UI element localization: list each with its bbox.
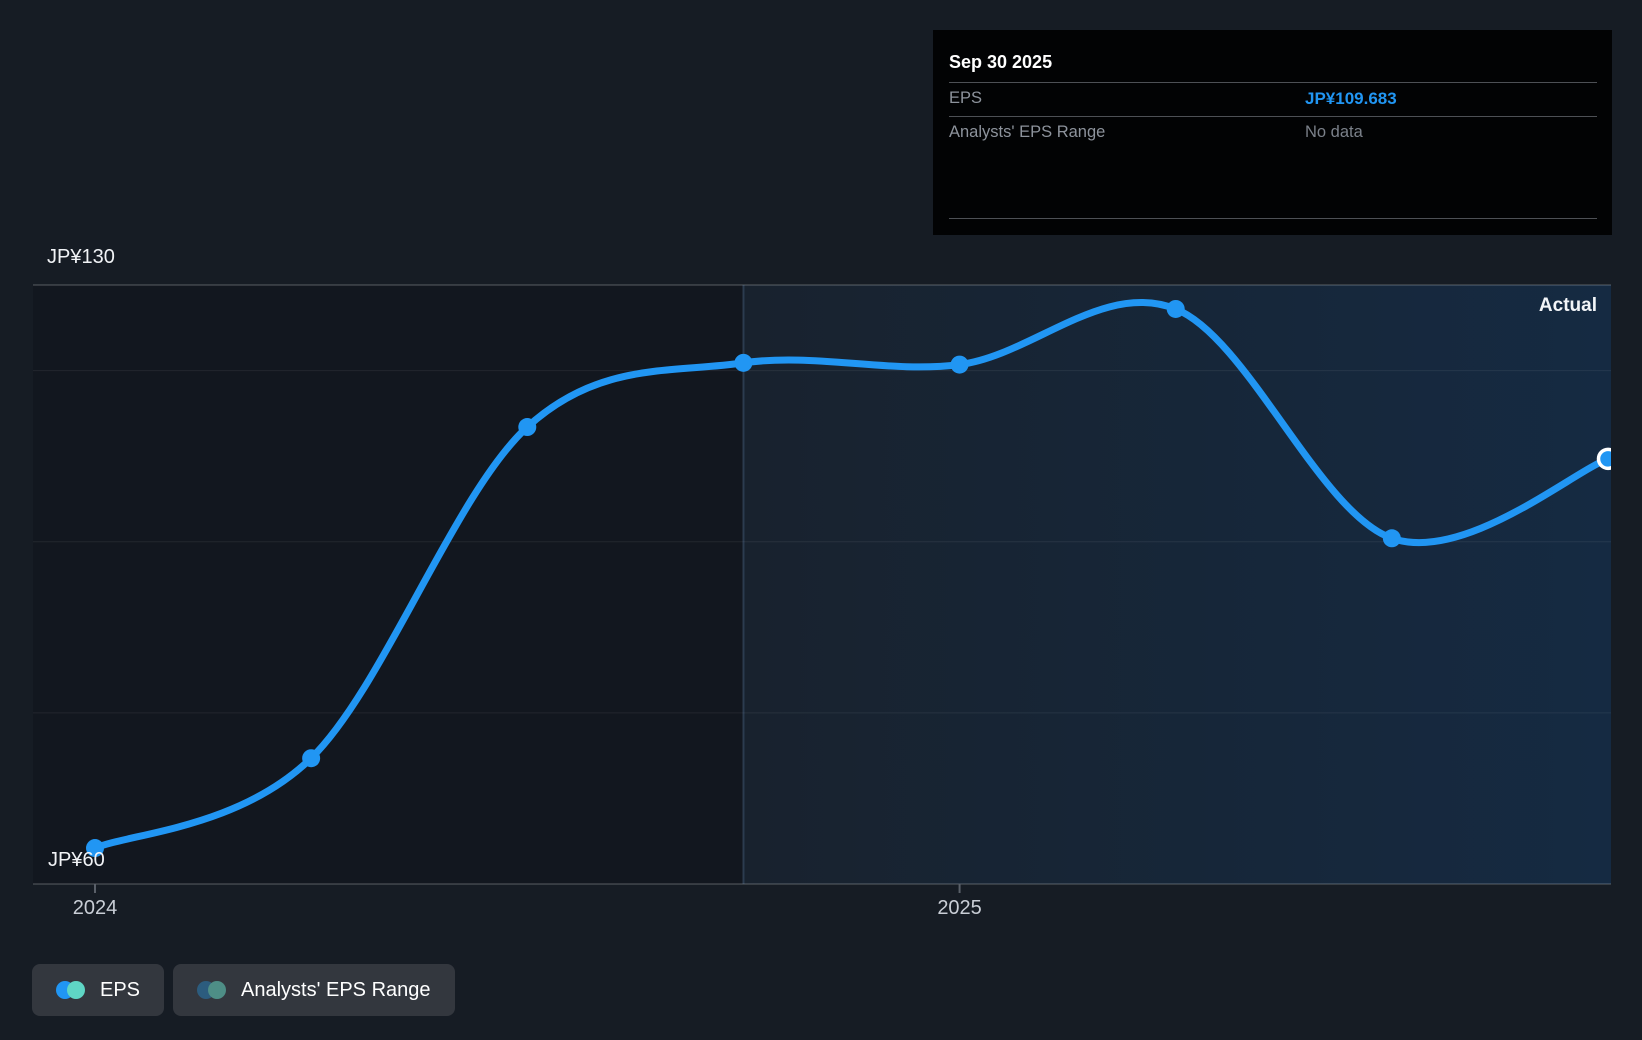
tooltip-divider — [949, 218, 1597, 219]
legend-toggle-analysts-eps-range[interactable]: Analysts' EPS Range — [173, 964, 455, 1016]
legend-eps-label: EPS — [100, 978, 141, 1001]
x-axis-tick-2024: 2024 — [72, 897, 118, 919]
chart-legend: EPS Analysts' EPS Range — [32, 964, 455, 1016]
eps-data-point[interactable] — [302, 749, 321, 768]
eps-data-point[interactable] — [518, 418, 537, 437]
eps-data-point[interactable] — [1382, 529, 1401, 548]
past-region — [33, 285, 744, 884]
eps-data-point[interactable] — [950, 355, 969, 374]
tooltip-eps-label: EPS — [949, 89, 983, 107]
eps-data-point-active[interactable] — [1596, 447, 1618, 471]
tooltip-divider — [949, 116, 1597, 117]
eps-series-swatch-icon — [56, 981, 85, 999]
legend-toggle-eps[interactable]: EPS — [32, 964, 165, 1016]
tooltip-date-title: Sep 30 2025 — [949, 52, 1053, 72]
eps-data-point[interactable] — [1166, 299, 1185, 318]
y-axis-max-label: JP¥130 — [47, 246, 115, 268]
eps-data-point[interactable] — [86, 839, 104, 858]
eps-data-point[interactable] — [734, 353, 753, 372]
x-axis-tick-2025: 2025 — [937, 897, 982, 919]
legend-analysts-range-label: Analysts' EPS Range — [241, 978, 431, 1001]
tooltip-eps-value: JP¥109.683 — [1305, 89, 1397, 108]
actual-region-label: Actual — [1538, 295, 1597, 316]
tooltip-analysts-range-label: Analysts' EPS Range — [949, 123, 1106, 141]
tooltip-analysts-range-value: No data — [1305, 123, 1363, 141]
chart-tooltip: Sep 30 2025 EPS JP¥109.683 Analysts' EPS… — [933, 30, 1612, 235]
tooltip-divider — [949, 82, 1597, 83]
analysts-range-series-swatch-icon — [197, 981, 227, 999]
y-axis-min-label: JP¥60 — [48, 849, 105, 871]
eps-line — [91, 299, 1611, 852]
actual-region — [743, 285, 1611, 884]
